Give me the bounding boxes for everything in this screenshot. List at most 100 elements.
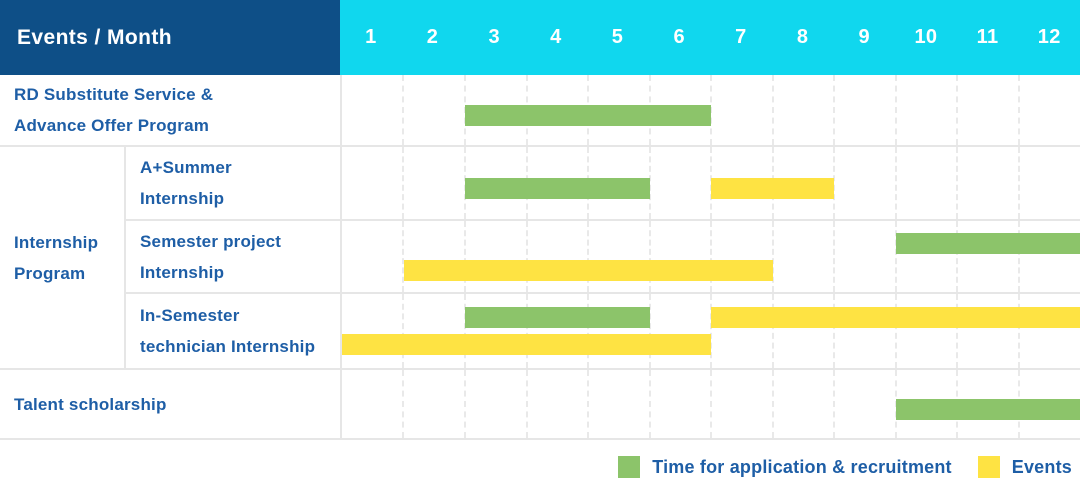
group-label-text: Internship Program [14,232,99,283]
month-gridline [710,370,712,438]
month-gridline [894,221,897,292]
gantt-bar-application [895,398,1080,420]
row-label: Talent scholarship [0,370,340,438]
month-gridline [894,75,897,145]
row-label: RD Substitute Service & Advance Offer Pr… [0,75,340,145]
legend-label-events: Events [1011,456,1072,477]
gantt-bar-events [711,177,834,199]
group-body: A+Summer Internship Semester project Inte… [124,147,1080,368]
month-gridline [832,221,835,292]
header-row: Events / Month 1 2 3 4 5 6 7 8 9 10 11 12 [0,0,1080,75]
month-gridline [648,370,651,438]
month-gridline [956,75,958,145]
month-header-cell: 7 [735,26,747,48]
corner-header: Events / Month [0,0,340,75]
month-gridline [1017,221,1020,292]
gantt-sub-row: A+Summer Internship [126,147,1080,221]
row-timeline [340,75,1080,145]
month-header-row: 1 2 3 4 5 6 7 8 9 10 11 12 [340,0,1080,75]
gantt-bar-events [403,259,773,281]
table-body: RD Substitute Service & Advance Offer Pr… [0,75,1080,440]
month-gridline [586,221,589,292]
month-gridline [402,370,405,438]
month-header-cell: 8 [796,26,809,48]
month-gridline [1017,294,1020,368]
month-gridline [648,221,651,292]
month-header-cell: 11 [976,26,999,48]
month-gridline [648,294,651,368]
row-label-text: Semester project Internship [140,231,282,282]
month-header-cell: 6 [673,26,685,48]
month-gridline [771,294,774,368]
month-gridline [710,294,712,368]
month-gridline [463,370,466,438]
row-label-text: RD Substitute Service & Advance Offer Pr… [14,85,214,135]
month-gridline [832,370,835,438]
month-gridline [525,221,528,292]
legend: Time for application & recruitment Event… [0,440,1080,494]
month-gridline [402,75,405,145]
month-gridline [832,294,835,368]
month-gridline [956,294,958,368]
month-gridline [771,75,774,145]
gantt-row-group: Internship Program A+Summer Internship Sem… [0,147,1080,370]
legend-item-events: Events [977,456,1072,478]
month-gridline [463,75,466,145]
month-gridline [894,147,897,219]
month-gridline [402,147,405,219]
legend-item-application: Time for application & recruitment [618,456,952,478]
corner-header-label: Events / Month [17,25,172,49]
row-timeline [340,221,1080,292]
month-header-cell: 4 [550,26,562,48]
gantt-sub-row: Semester project Internship [126,221,1080,294]
gantt-bar-application [465,104,711,126]
gantt-bar-application [465,307,650,328]
month-gridline [771,370,774,438]
row-timeline [340,147,1080,219]
group-label: Internship Program [0,147,124,368]
gantt-bar-events [711,307,1080,328]
month-gridline [1017,75,1020,145]
month-gridline [710,221,712,292]
row-label: A+Summer Internship [126,147,340,219]
legend-label-application: Time for application & recruitment [652,456,952,477]
month-gridline [956,147,958,219]
row-label: Semester project Internship [126,221,340,292]
month-header-cell: 10 [914,26,938,48]
month-header-cell: 9 [858,26,870,48]
month-gridline [525,370,528,438]
month-gridline [771,221,774,292]
month-gridline [586,294,589,368]
month-gridline [402,221,405,292]
row-label-text: In-Semester technician Internship [140,306,316,356]
month-gridline [463,221,466,292]
month-header-cell: 5 [611,26,624,48]
gantt-bar-events [342,334,711,355]
month-header-cell: 12 [1037,26,1061,48]
row-timeline [340,370,1080,438]
month-gridline [832,75,835,145]
month-header-cell: 1 [365,26,377,48]
row-timeline [340,294,1080,368]
row-label-text: A+Summer Internship [140,158,232,208]
gantt-row: Talent scholarship [0,370,1080,440]
legend-swatch-events-icon [977,456,1000,478]
month-gridline [894,294,897,368]
legend-swatch-application-icon [618,456,641,478]
month-header-cell: 3 [488,26,500,48]
row-label-text: Talent scholarship [14,394,167,414]
month-gridline [463,147,466,219]
month-gridline [710,75,712,145]
month-gridline [1017,147,1020,219]
month-gridline [648,147,651,219]
month-gridline [956,221,958,292]
gantt-bar-application [465,177,650,199]
gantt-row: RD Substitute Service & Advance Offer Pr… [0,75,1080,147]
month-gridline [463,294,466,368]
month-header-cell: 2 [426,26,439,48]
row-label: In-Semester technician Internship [126,294,340,368]
gantt-bar-application [895,232,1080,254]
month-gridline [586,370,589,438]
month-gridline [525,294,528,368]
